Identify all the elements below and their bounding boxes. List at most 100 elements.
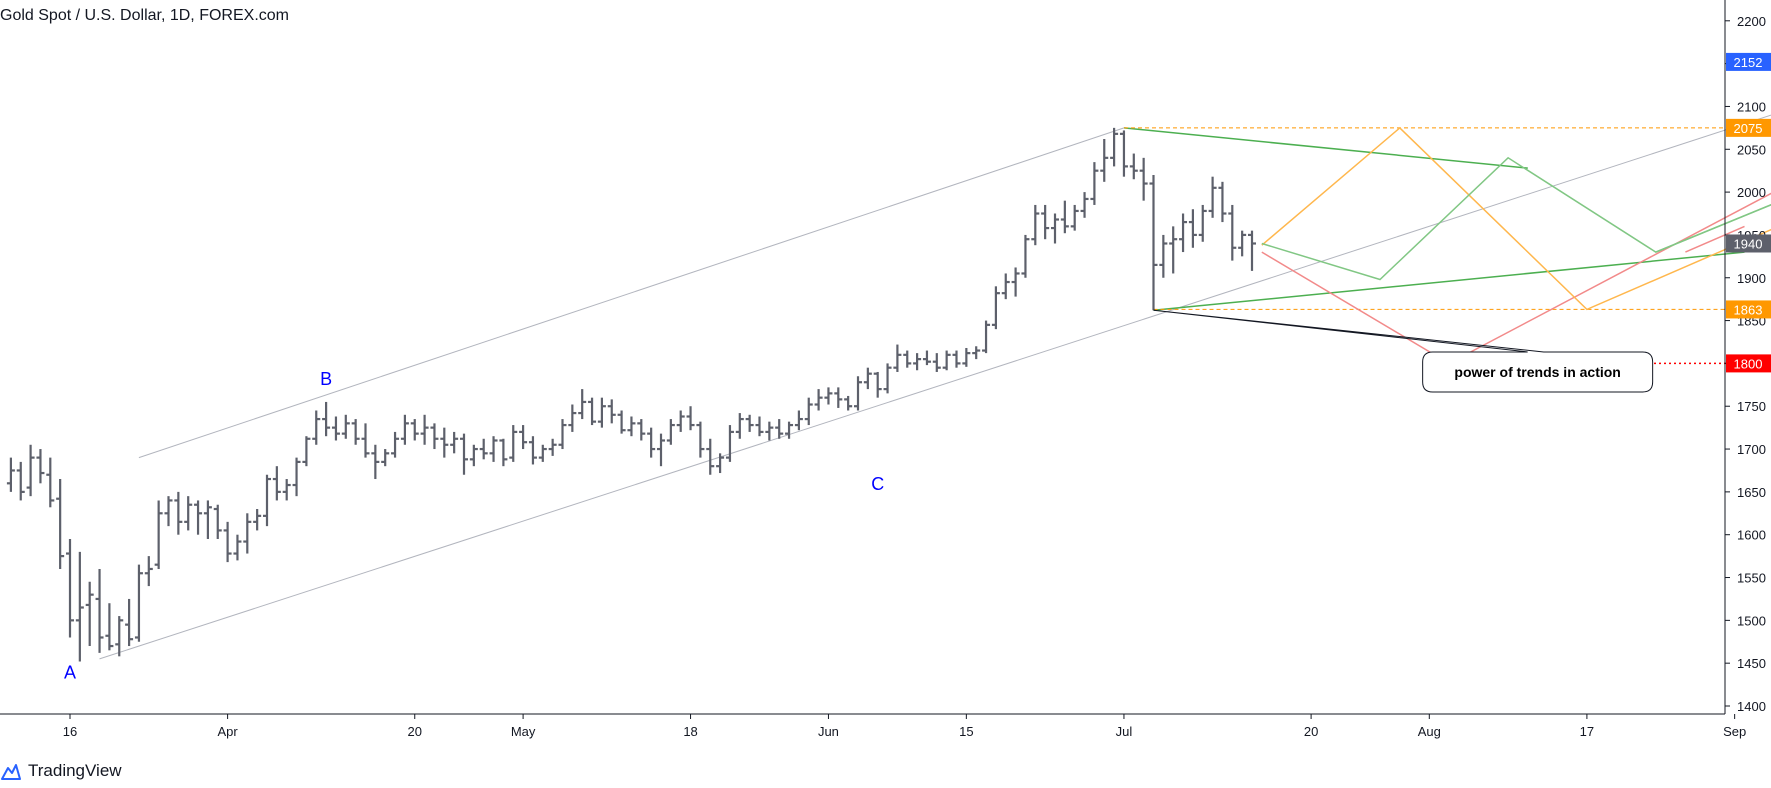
ohlc-bar bbox=[775, 419, 784, 439]
tradingview-wordmark: TradingView bbox=[28, 761, 122, 780]
time-tick-label: 16 bbox=[63, 724, 77, 739]
annotation-callout: power of trends in action bbox=[1153, 309, 1654, 393]
ohlc-bar bbox=[873, 371, 882, 398]
price-badge: 1863 bbox=[1726, 300, 1771, 319]
wave-label: A bbox=[64, 663, 76, 683]
ohlc-bar bbox=[1119, 130, 1128, 177]
ohlc-bar bbox=[154, 500, 163, 569]
ohlc-bar bbox=[489, 436, 498, 462]
ohlc-bar bbox=[519, 425, 528, 450]
ohlc-bar bbox=[1139, 157, 1148, 201]
ohlc-bar bbox=[85, 581, 94, 647]
drawing-line bbox=[138, 127, 1125, 459]
chart-axes: 1400145015001550160016501700175018001850… bbox=[0, 0, 1771, 739]
price-badge: 1940 bbox=[1726, 234, 1771, 253]
ohlc-bar bbox=[1080, 192, 1089, 218]
ohlc-bar bbox=[952, 350, 961, 368]
ohlc-bar bbox=[1110, 127, 1119, 167]
price-tick-label: 1500 bbox=[1737, 613, 1766, 628]
ohlc-bar bbox=[115, 616, 124, 657]
ohlc-bar bbox=[706, 438, 715, 475]
drawing-line bbox=[1123, 127, 1528, 169]
ohlc-bar bbox=[568, 404, 577, 432]
price-badge-label: 2075 bbox=[1734, 121, 1763, 136]
drawing-line bbox=[1261, 156, 1771, 281]
ohlc-bar bbox=[765, 421, 774, 441]
wave-label: B bbox=[320, 369, 332, 389]
ohlc-bar bbox=[1218, 181, 1227, 223]
time-tick-label: 17 bbox=[1580, 724, 1594, 739]
ohlc-bar bbox=[312, 410, 321, 445]
time-tick-label: 20 bbox=[408, 724, 422, 739]
ohlc-bar bbox=[696, 421, 705, 458]
price-tick-label: 2200 bbox=[1737, 14, 1766, 29]
ohlc-bar bbox=[105, 603, 114, 651]
ohlc-bar bbox=[1001, 273, 1010, 300]
ohlc-bar bbox=[725, 425, 734, 462]
wave-labels: ABCD= 1.618 x AB bbox=[64, 369, 884, 683]
tradingview-branding[interactable]: TradingView bbox=[0, 758, 122, 784]
price-badge-label: 2152 bbox=[1734, 55, 1763, 70]
ohlc-bar bbox=[400, 414, 409, 445]
drawing-line bbox=[1153, 251, 1745, 312]
ohlc-bar bbox=[686, 406, 695, 431]
ohlc-bar bbox=[548, 438, 557, 456]
ohlc-bar bbox=[134, 564, 143, 642]
ohlc-bar bbox=[509, 425, 518, 462]
drawing-lines bbox=[99, 114, 1771, 660]
ohlc-bar bbox=[272, 466, 281, 501]
price-badge-bg bbox=[1726, 234, 1771, 253]
ohlc-bar bbox=[755, 416, 764, 437]
ohlc-bar bbox=[1051, 213, 1059, 244]
ohlc-bar bbox=[75, 551, 84, 662]
drawing-line bbox=[1655, 204, 1771, 253]
price-tick-label: 2050 bbox=[1737, 142, 1766, 157]
price-badge-bg bbox=[1726, 118, 1771, 137]
ohlc-bar bbox=[302, 436, 311, 467]
ohlc-bar bbox=[56, 479, 65, 569]
ohlc-bar bbox=[361, 423, 370, 458]
ohlc-bar bbox=[528, 436, 537, 465]
ohlc-bar bbox=[1228, 204, 1237, 261]
ohlc-bar bbox=[578, 389, 587, 420]
time-tick-label: 18 bbox=[683, 724, 697, 739]
ohlc-bar bbox=[893, 344, 902, 372]
ohlc-bar bbox=[391, 431, 400, 458]
ohlc-bar bbox=[223, 521, 232, 563]
wave-label: C bbox=[871, 474, 884, 494]
price-tick-label: 1900 bbox=[1737, 271, 1766, 286]
callout-text: power of trends in action bbox=[1454, 364, 1620, 380]
ohlc-bar bbox=[991, 286, 1000, 330]
ohlc-bar bbox=[1169, 226, 1178, 274]
drawing-line bbox=[1685, 225, 1745, 253]
ohlc-bar bbox=[962, 347, 971, 367]
ohlc-bar bbox=[883, 363, 892, 394]
price-badge-bg bbox=[1726, 300, 1771, 319]
price-tick-label: 1550 bbox=[1737, 571, 1766, 586]
ohlc-bar bbox=[243, 513, 252, 554]
time-tick-label: Apr bbox=[217, 724, 238, 739]
ohlc-bar bbox=[657, 433, 665, 467]
ohlc-bar bbox=[450, 431, 459, 454]
ohlc-bar bbox=[913, 353, 922, 371]
ohlc-bar bbox=[213, 504, 222, 539]
price-tick-label: 1450 bbox=[1737, 656, 1766, 671]
ohlc-bar bbox=[184, 496, 193, 531]
ohlc-bar bbox=[1198, 204, 1207, 242]
ohlc-bar bbox=[66, 538, 74, 638]
time-tick-label: Jul bbox=[1116, 724, 1133, 739]
ohlc-bar bbox=[1129, 153, 1138, 180]
ohlc-bar bbox=[292, 457, 301, 497]
ohlc-bar bbox=[804, 397, 813, 426]
price-tick-label: 2000 bbox=[1737, 185, 1766, 200]
ohlc-bar bbox=[351, 419, 360, 445]
drawing-line bbox=[99, 114, 1771, 660]
price-tick-label: 1700 bbox=[1737, 442, 1766, 457]
ohlc-bar bbox=[144, 556, 153, 587]
ohlc-bar bbox=[597, 397, 606, 428]
ohlc-bar bbox=[16, 461, 25, 501]
ohlc-bar bbox=[460, 433, 468, 475]
ohlc-bar bbox=[164, 496, 173, 527]
ohlc-bar bbox=[26, 444, 35, 497]
